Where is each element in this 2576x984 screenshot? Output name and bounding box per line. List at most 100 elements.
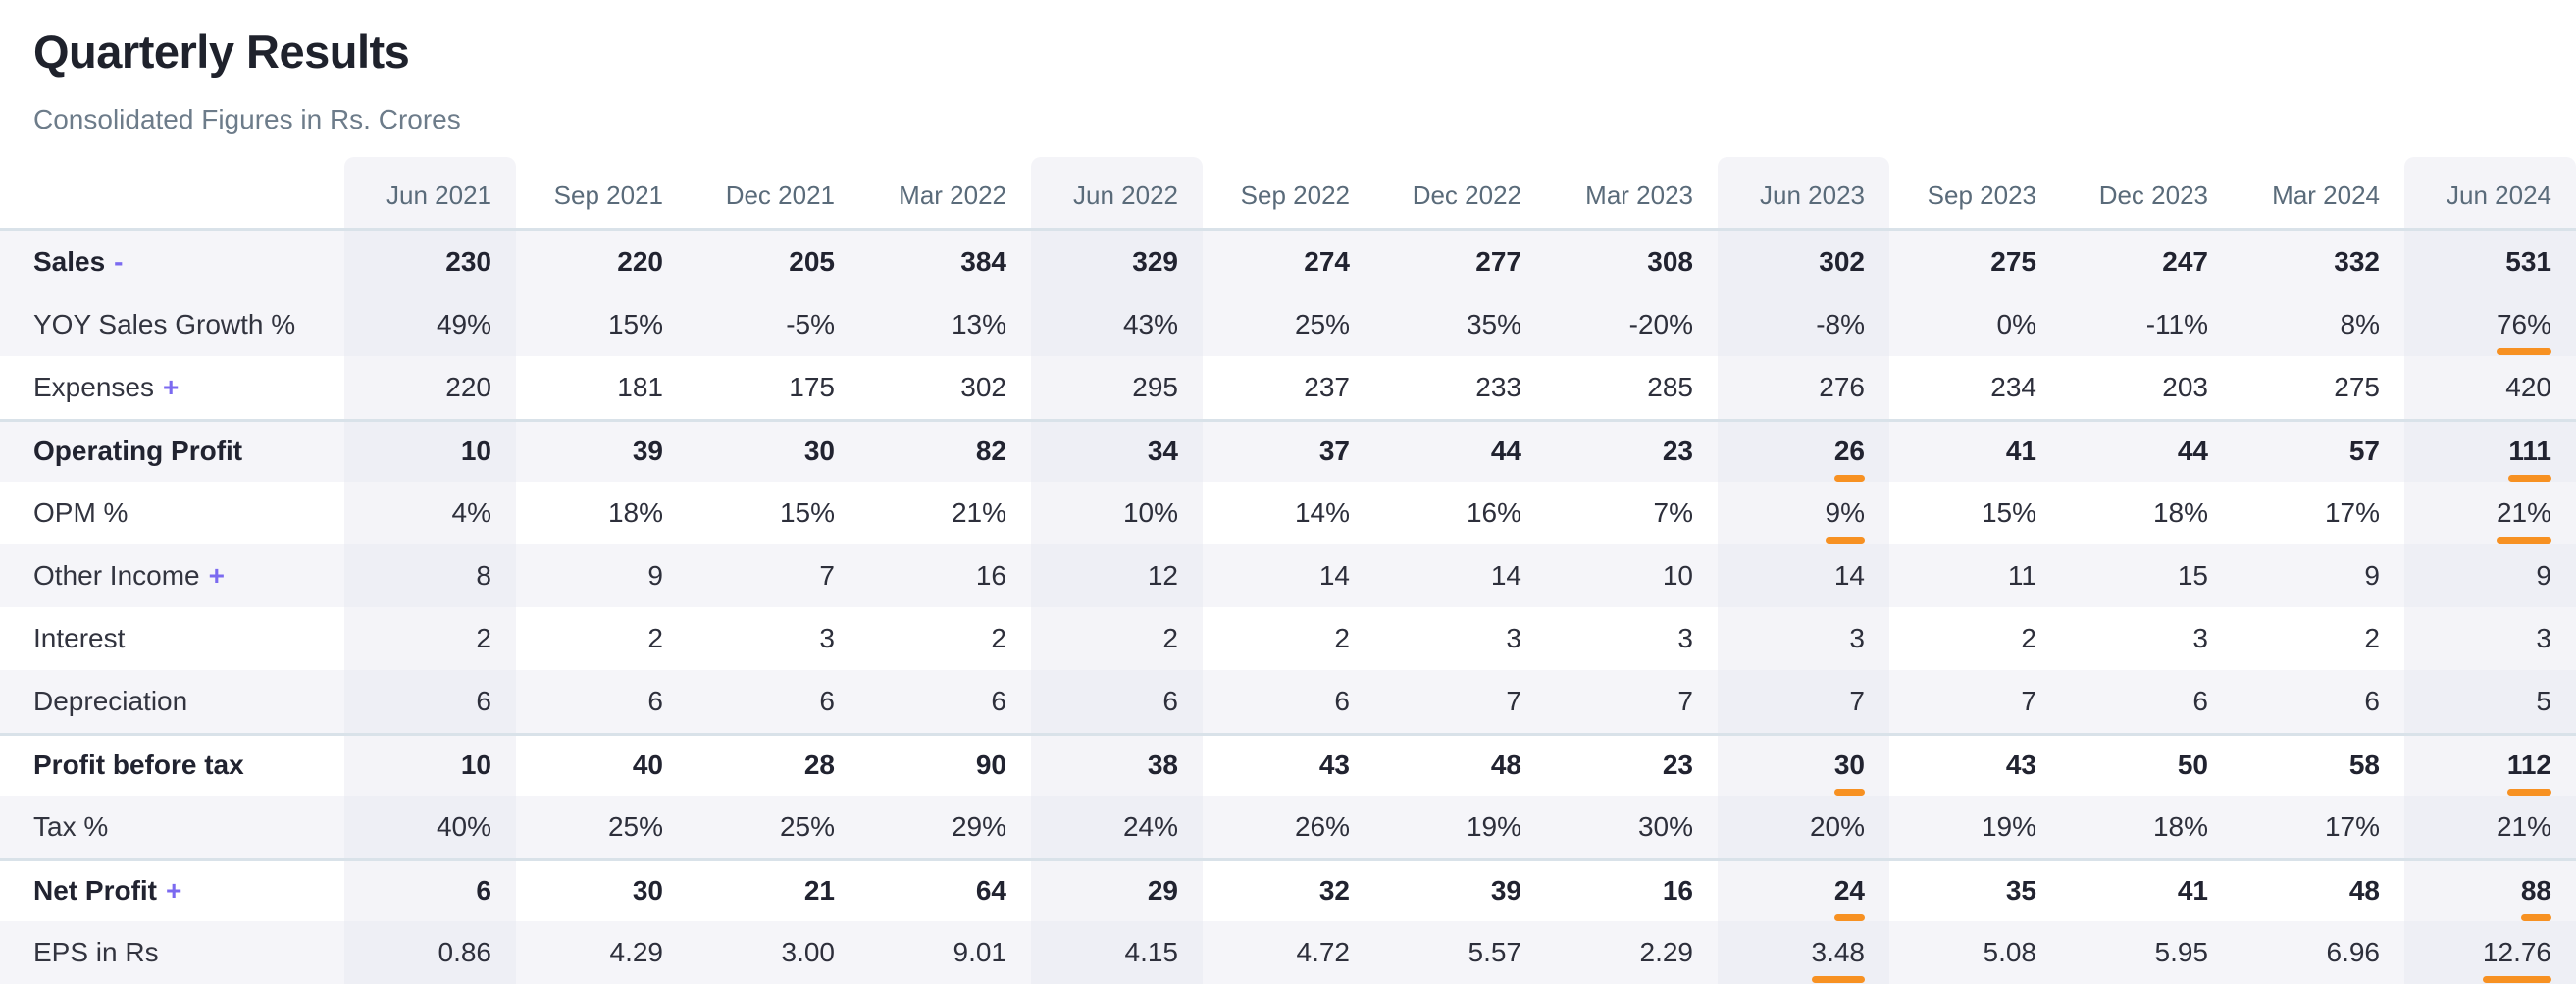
value-cell-operating-profit-sep-2023: 41: [1889, 418, 2061, 482]
value-text: 43: [2005, 750, 2036, 781]
value-text: 3: [2536, 622, 2551, 653]
table-row-tax: Tax % 40% 25% 25% 29% 24% 26% 19% 30% 20% 19% 18% 17…: [0, 795, 2576, 858]
value-cell-expenses-mar-2024: 275: [2233, 355, 2404, 419]
value-cell-operating-profit-dec-2023: 44: [2061, 418, 2233, 482]
value-text: 43: [1318, 750, 1350, 781]
value-cell-eps-in-rs-dec-2022: 5.57: [1374, 920, 1546, 984]
value-cell-eps-in-rs-mar-2023: 2.29: [1546, 920, 1718, 984]
value-cell-expenses-dec-2022: 233: [1374, 355, 1546, 419]
value-text: 38: [1147, 750, 1178, 781]
value-cell-net-profit-jun-2024: 88: [2404, 857, 2576, 922]
highlighted-value: 26: [1833, 436, 1866, 483]
value-cell-opm-jun-2022: 10%: [1031, 481, 1203, 544]
collapse-toggle[interactable]: -: [114, 245, 124, 277]
row-label-sales: Sales -: [0, 230, 344, 293]
expand-toggle[interactable]: +: [166, 875, 182, 906]
value-cell-net-profit-mar-2024: 48: [2233, 857, 2404, 921]
row-label-profit-before-tax: Profit before tax: [0, 732, 344, 796]
column-header-jun-2021: Jun 2021: [344, 156, 516, 231]
column-header-dec-2023: Dec 2023: [2061, 157, 2233, 231]
value-text: 2: [2364, 622, 2380, 653]
value-cell-opm-jun-2023: 9%: [1718, 481, 1889, 544]
row-label-text: YOY Sales Growth %: [33, 308, 296, 339]
highlighted-value: 9%: [1825, 496, 1866, 544]
value-cell-other-income-sep-2022: 14: [1203, 544, 1374, 607]
subtitle: Consolidated Figures in Rs. Crores: [33, 103, 461, 134]
value-cell-other-income-jun-2024: 9: [2404, 544, 2576, 607]
row-label-text: Sales: [33, 245, 106, 277]
value-text: 3.00: [781, 936, 836, 967]
value-cell-net-profit-dec-2022: 39: [1374, 857, 1546, 921]
value-text: 4.72: [1296, 936, 1351, 967]
value-text: 205: [789, 245, 835, 277]
value-text: 7: [1506, 685, 1521, 716]
value-cell-eps-in-rs-jun-2024: 12.76: [2404, 920, 2576, 984]
value-cell-profit-before-tax-jun-2024: 112: [2404, 732, 2576, 797]
value-text: 3: [1506, 622, 1521, 653]
value-text: 10: [460, 436, 491, 467]
value-cell-sales-mar-2024: 332: [2233, 230, 2404, 293]
column-header-row: Jun 2021 Sep 2021 Dec 2021 Mar 2022 Jun 2022…: [0, 156, 2576, 231]
value-cell-tax-mar-2023: 30%: [1546, 795, 1718, 858]
value-text: 203: [2162, 371, 2208, 402]
value-cell-sales-sep-2021: 220: [516, 230, 688, 293]
value-text: 274: [1304, 245, 1350, 277]
value-cell-expenses-sep-2022: 237: [1203, 355, 1374, 419]
value-text: 285: [1647, 371, 1693, 402]
value-text: 6: [1334, 685, 1350, 716]
value-cell-opm-dec-2023: 18%: [2061, 481, 2233, 544]
value-text: 18%: [607, 496, 663, 528]
value-text: 44: [2177, 436, 2208, 467]
value-cell-tax-sep-2021: 25%: [516, 795, 688, 858]
value-cell-opm-mar-2022: 21%: [859, 481, 1031, 544]
value-cell-depreciation-jun-2024: 5: [2404, 669, 2576, 733]
value-text: 23: [1662, 750, 1693, 781]
row-label-text: Tax %: [33, 810, 109, 842]
value-text: 37: [1318, 436, 1350, 467]
value-text: 19%: [1981, 810, 2036, 842]
value-text: 277: [1475, 245, 1521, 277]
value-text: 82: [975, 436, 1006, 467]
value-cell-interest-mar-2023: 3: [1546, 606, 1718, 670]
value-text: 21%: [2496, 810, 2551, 842]
value-cell-tax-jun-2024: 21%: [2404, 795, 2576, 858]
value-text: 7: [819, 559, 835, 591]
value-text: 7%: [1653, 496, 1693, 528]
value-cell-sales-jun-2021: 230: [344, 230, 516, 293]
column-header-mar-2024: Mar 2024: [2233, 157, 2404, 231]
value-cell-net-profit-sep-2021: 30: [516, 857, 688, 921]
value-cell-depreciation-jun-2021: 6: [344, 669, 516, 733]
value-cell-operating-profit-jun-2023: 26: [1718, 418, 1889, 483]
row-label-text: OPM %: [33, 496, 129, 528]
value-cell-net-profit-jun-2023: 24: [1718, 857, 1889, 922]
value-text: 35%: [1466, 308, 1521, 339]
value-text: 6: [991, 685, 1006, 716]
value-cell-yoy-sales-growth-mar-2023: -20%: [1546, 292, 1718, 356]
expand-toggle[interactable]: +: [208, 559, 225, 591]
highlighted-value: 30: [1833, 750, 1866, 797]
row-label-text: Interest: [33, 622, 126, 653]
value-cell-depreciation-sep-2021: 6: [516, 669, 688, 733]
value-text: 18%: [2152, 810, 2208, 842]
value-text: 16: [1662, 875, 1693, 906]
highlighted-value: 21%: [2496, 496, 2552, 544]
table-row-expenses: Expenses +220 181 175 302 295 237 233 285 276 234 2…: [0, 355, 2576, 419]
value-text: 6.96: [2326, 936, 2381, 967]
expand-toggle[interactable]: +: [162, 371, 180, 402]
value-cell-tax-jun-2021: 40%: [344, 795, 516, 858]
value-cell-net-profit-jun-2022: 29: [1031, 857, 1203, 921]
value-cell-other-income-sep-2021: 9: [516, 544, 688, 607]
value-text: 2: [476, 622, 491, 653]
value-text: 13%: [951, 308, 1006, 339]
value-cell-operating-profit-jun-2024: 111: [2404, 418, 2576, 483]
highlighted-value: 12.76: [2482, 936, 2552, 983]
value-cell-operating-profit-sep-2022: 37: [1203, 418, 1374, 482]
value-text: 234: [1990, 371, 2036, 402]
value-cell-yoy-sales-growth-mar-2022: 13%: [859, 292, 1031, 356]
value-text: 276: [1819, 371, 1865, 402]
value-cell-other-income-mar-2022: 16: [859, 544, 1031, 607]
value-cell-opm-jun-2021: 4%: [344, 481, 516, 544]
value-text: 9.01: [953, 936, 1007, 967]
value-text: 4.15: [1124, 936, 1179, 967]
value-cell-tax-dec-2022: 19%: [1374, 795, 1546, 858]
